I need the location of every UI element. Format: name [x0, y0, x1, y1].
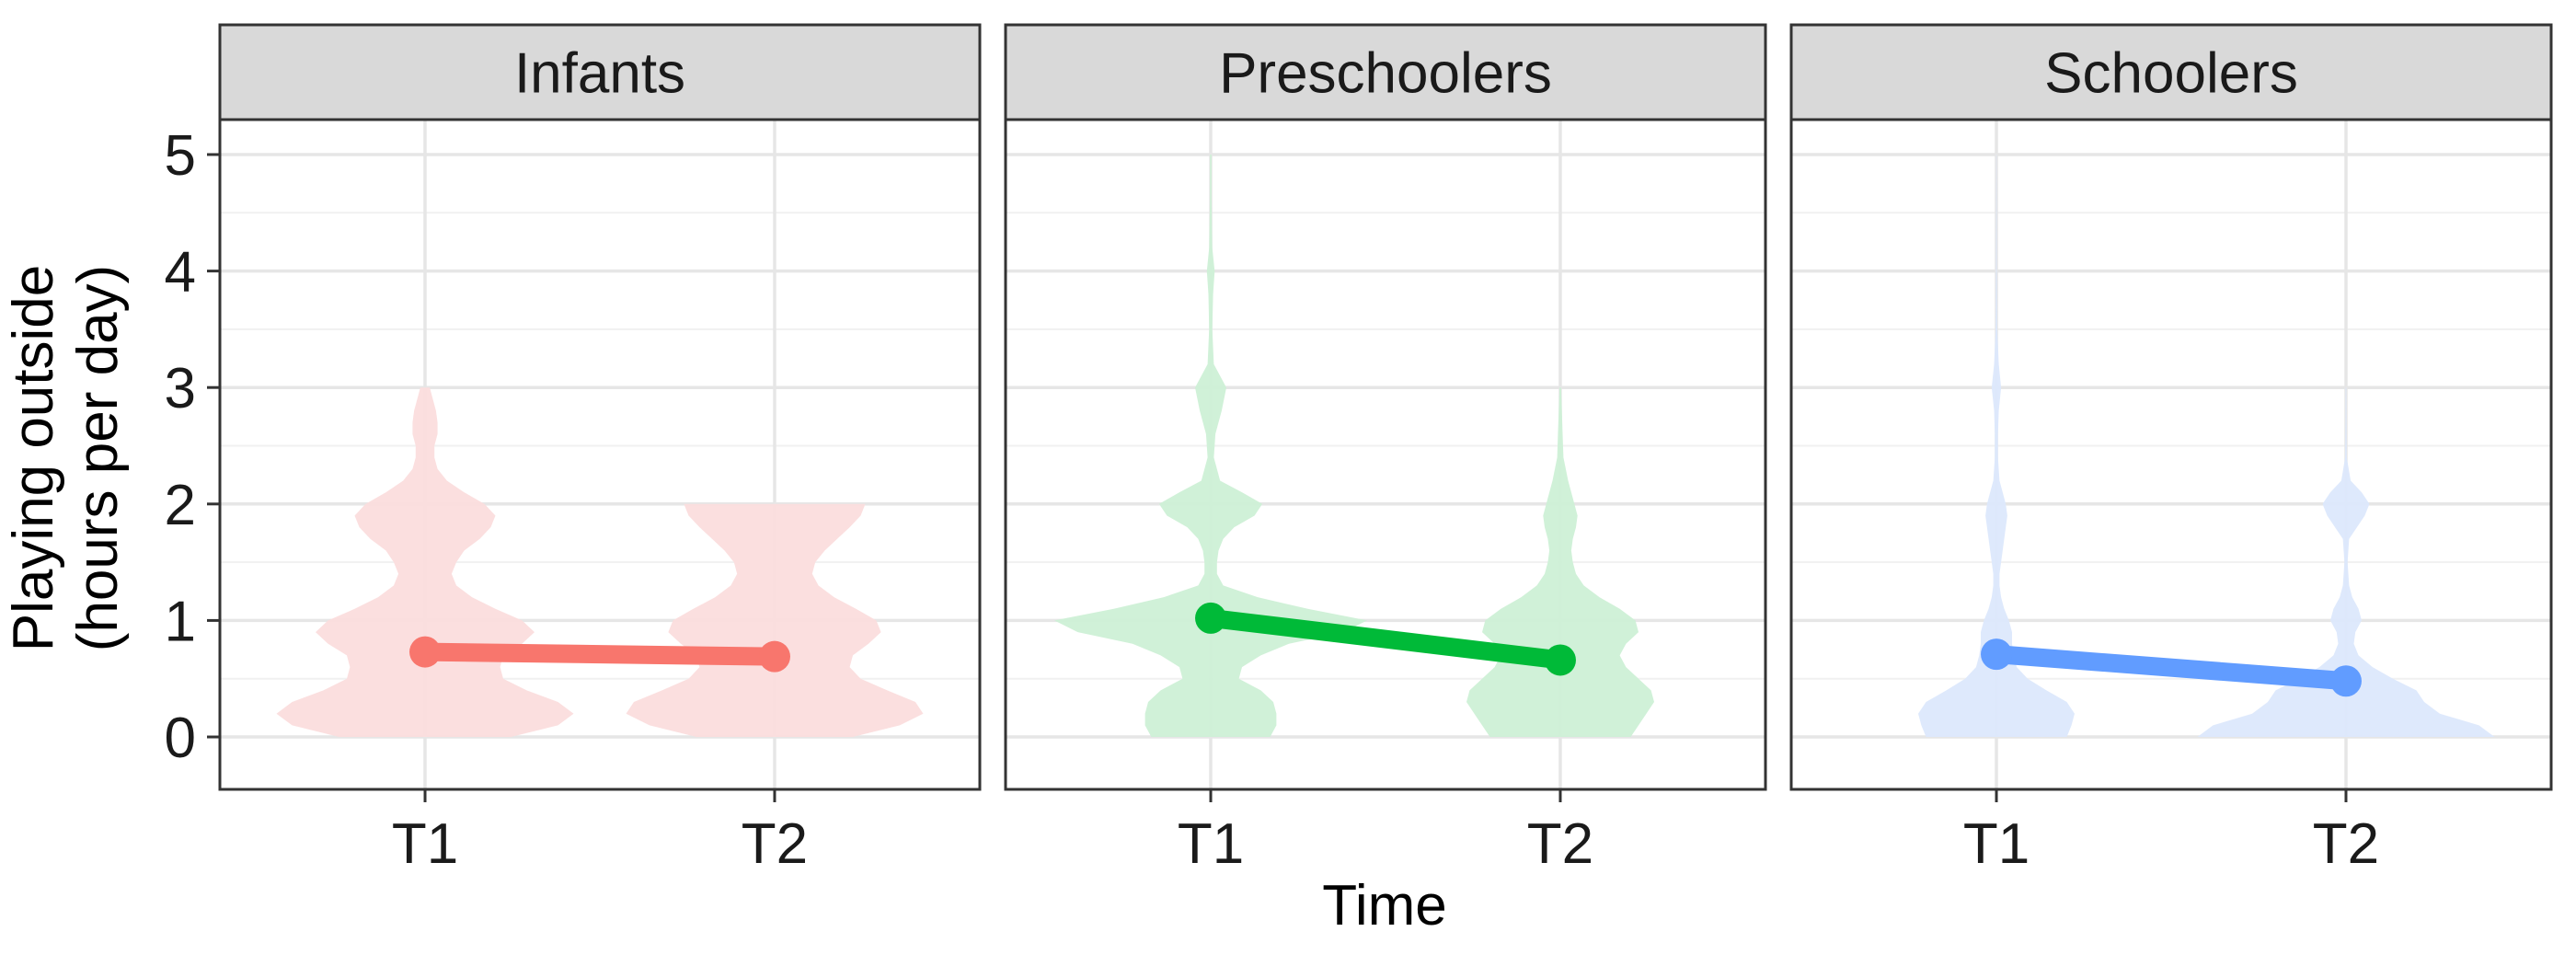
facet-strip	[1789, 23, 2553, 121]
x-axis-title: Time	[1322, 874, 1446, 937]
facet-strip	[218, 23, 982, 121]
violin-t2	[626, 503, 924, 737]
mean-point-t1	[409, 636, 442, 668]
violin-t2	[2197, 387, 2495, 737]
facet-strip-label: Infants	[514, 42, 685, 106]
panel-background	[1006, 120, 1765, 789]
x-tick-label: T1	[1963, 812, 2030, 876]
violin-t1	[1054, 155, 1367, 737]
panel-background	[1791, 120, 2551, 789]
violin-t1	[1918, 155, 2075, 737]
y-axis-title-line-1: Playing outside	[2, 265, 65, 652]
panel-border	[218, 118, 982, 791]
panel-border	[1789, 118, 2553, 791]
mean-point-t2	[1544, 644, 1576, 676]
facet-panels: Infants T1 T2 Preschoolers T1 T2 Schoolers T1 T2	[218, 23, 2553, 876]
mean-line	[1987, 645, 2355, 691]
mean-line	[1202, 608, 1570, 670]
facet-strip	[1004, 23, 1767, 121]
facet-strip-label: Schoolers	[2044, 42, 2298, 106]
y-axis-title: Playing outside (hours per day)	[2, 265, 130, 652]
y-axis-ticks: 0 1 2 3 4 5	[165, 124, 220, 770]
mean-point-t1	[1981, 638, 2013, 671]
y-axis-title-line-2: (hours per day)	[66, 265, 130, 651]
facet-panel-schoolers: Schoolers T1 T2	[1789, 23, 2553, 876]
y-tick-label: 0	[165, 707, 196, 770]
facet-panel-preschoolers: Preschoolers T1 T2	[1004, 23, 1767, 876]
facet-panel-infants: Infants T1 T2	[218, 23, 982, 876]
mean-line	[416, 642, 784, 666]
panel-border	[1004, 118, 1767, 791]
x-tick-label: T2	[2313, 812, 2379, 876]
y-tick-label: 3	[165, 357, 196, 420]
x-tick-label: T1	[1178, 812, 1244, 876]
facet-strip-label: Preschoolers	[1219, 42, 1552, 106]
x-tick-label: T2	[742, 812, 808, 876]
mean-point-t2	[2329, 665, 2362, 697]
x-tick-label: T2	[1527, 812, 1593, 876]
x-tick-label: T1	[392, 812, 458, 876]
mean-point-t1	[1195, 602, 1227, 634]
y-tick-label: 4	[165, 241, 196, 305]
y-tick-label: 5	[165, 124, 196, 188]
y-tick-label: 2	[165, 474, 196, 537]
y-tick-label: 1	[165, 590, 196, 653]
mean-point-t2	[758, 640, 790, 673]
